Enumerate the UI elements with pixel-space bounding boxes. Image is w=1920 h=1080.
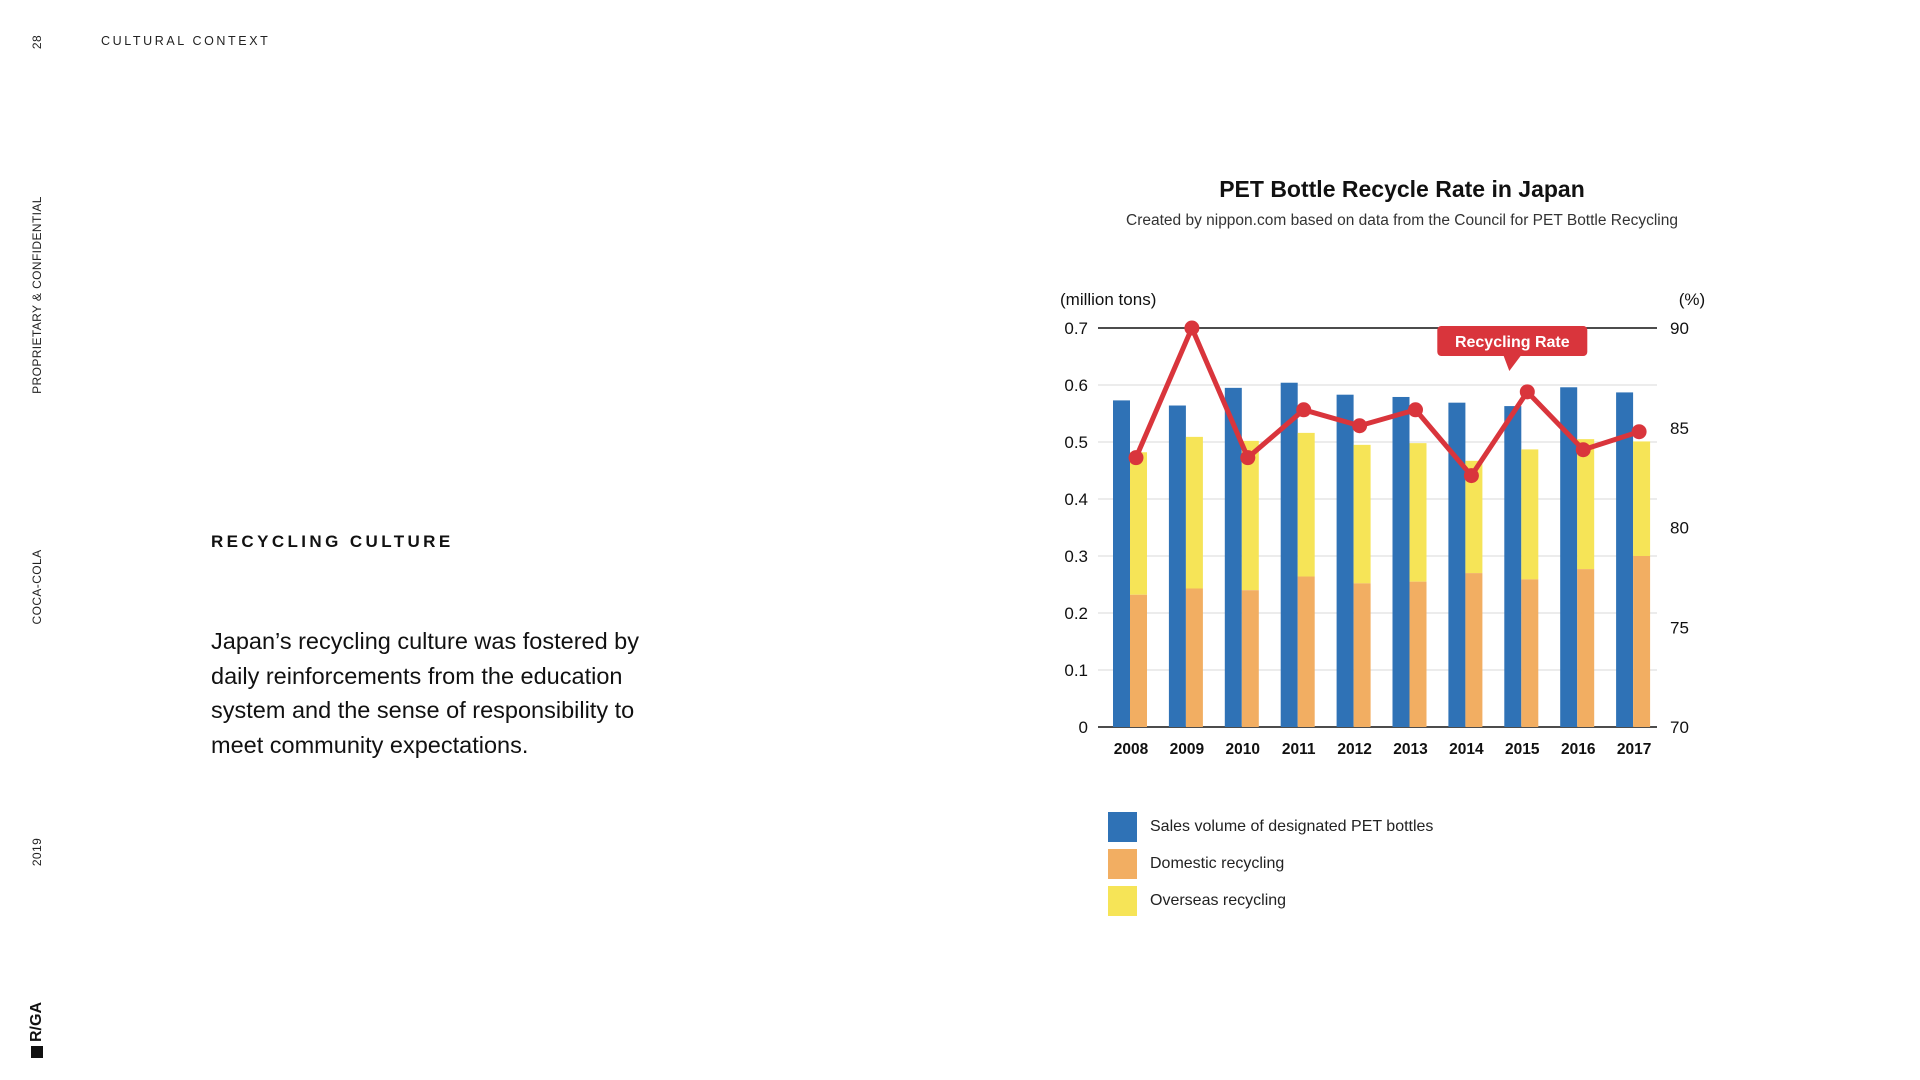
legend-item: Domestic recycling: [1108, 845, 1433, 882]
domestic-bar: [1409, 581, 1427, 727]
subheading: RECYCLING CULTURE: [211, 532, 454, 551]
page-number: 28: [30, 34, 44, 50]
sales-bar: [1504, 406, 1522, 727]
legend-label: Domestic recycling: [1150, 854, 1285, 872]
chart-title: PET Bottle Recycle Rate in Japan: [1219, 176, 1585, 202]
sales-bar: [1392, 396, 1410, 727]
legend-label: Sales volume of designated PET bottles: [1150, 817, 1434, 835]
overseas-bar: [1409, 443, 1427, 582]
overseas-bar: [1465, 460, 1483, 574]
chart-subtitle: Created by nippon.com based on data from…: [1126, 212, 1678, 229]
x-tick-label: 2015: [1505, 741, 1540, 758]
sales-bar: [1448, 402, 1466, 727]
y-axis-label: (million tons): [1060, 290, 1156, 309]
y-tick-label: 0.4: [1064, 490, 1088, 509]
legend-item: Overseas recycling: [1108, 882, 1433, 919]
client-label: COCA-COLA: [30, 549, 44, 625]
year-label: 2019: [30, 837, 44, 867]
confidentiality-label: PROPRIETARY & CONFIDENTIAL: [30, 196, 44, 394]
overseas-bar: [1185, 436, 1203, 589]
y2-tick-label: 75: [1670, 618, 1689, 637]
overseas-bar: [1130, 452, 1147, 595]
logo-square-icon: [31, 1046, 43, 1058]
section-title: CULTURAL CONTEXT: [101, 34, 271, 48]
x-tick-label: 2014: [1449, 741, 1484, 758]
logo-text: R/GA: [28, 1002, 45, 1042]
sales-bar: [1280, 382, 1298, 727]
recycling-rate-point: [1240, 450, 1256, 466]
x-tick-label: 2008: [1114, 741, 1149, 758]
x-tick-label: 2011: [1282, 741, 1316, 758]
y2-tick-label: 70: [1670, 718, 1689, 737]
overseas-bar: [1353, 444, 1371, 584]
recycling-rate-point: [1128, 450, 1144, 466]
domestic-bar: [1465, 573, 1483, 727]
x-tick-label: 2012: [1337, 741, 1371, 758]
x-tick-label: 2010: [1226, 741, 1260, 758]
overseas-bar: [1241, 440, 1259, 591]
recycle-rate-chart: 0 0.1 0.2 0.3 0.4 0.5 0.6 0.7 70 75 80 85 90 (million…: [1060, 290, 1705, 758]
recycling-rate-point: [1408, 402, 1423, 418]
chart-legend: Sales volume of designated PET bottles Do…: [1108, 808, 1433, 919]
y2-axis-label: (%): [1679, 290, 1705, 309]
annotation-pointer: [1503, 355, 1522, 371]
x-tick-label: 2016: [1561, 741, 1596, 758]
y2-tick-label: 80: [1670, 519, 1689, 538]
domestic-bar: [1577, 569, 1595, 727]
overseas-bar: [1521, 449, 1539, 580]
overseas-bar: [1633, 441, 1651, 556]
recycling-rate-point: [1352, 418, 1368, 434]
sales-bar: [1224, 387, 1242, 727]
domestic-bar: [1185, 588, 1203, 727]
recycling-rate-point: [1631, 424, 1647, 440]
y-tick-label: 0.1: [1064, 661, 1088, 680]
y-tick-label: 0.6: [1064, 376, 1088, 395]
overseas-bar: [1577, 439, 1595, 570]
recycling-rate-point: [1463, 468, 1479, 484]
domestic-bar: [1633, 556, 1651, 727]
y2-tick-label: 90: [1670, 319, 1689, 338]
domestic-bar: [1353, 583, 1371, 727]
annotation-label: Recycling Rate: [1455, 334, 1570, 351]
domestic-bar: [1297, 576, 1315, 727]
legend-swatch: [1108, 811, 1137, 842]
recycling-rate-line: [1133, 325, 1640, 479]
y-tick-label: 0.2: [1064, 604, 1088, 623]
rga-logo: R/GA: [28, 1002, 46, 1058]
x-tick-label: 2017: [1617, 741, 1651, 758]
recycling-rate-point: [1519, 384, 1535, 400]
sales-bar: [1168, 405, 1186, 727]
recycling-rate-point: [1575, 442, 1591, 458]
domestic-bar: [1241, 590, 1259, 727]
domestic-bar: [1521, 579, 1539, 727]
sales-bar: [1336, 394, 1354, 727]
y-tick-label: 0: [1079, 718, 1088, 737]
recycling-rate-point: [1184, 320, 1200, 336]
legend-swatch: [1108, 848, 1137, 879]
x-tick-label: 2013: [1393, 741, 1428, 758]
annotation-box: [1437, 326, 1588, 356]
sales-bar: [1616, 392, 1634, 727]
sales-bar: [1560, 387, 1578, 727]
sales-bar: [1113, 400, 1130, 727]
y-tick-label: 0.5: [1064, 433, 1088, 452]
legend-item: Sales volume of designated PET bottles: [1108, 808, 1433, 845]
recycling-rate-point: [1296, 402, 1312, 418]
domestic-bar: [1130, 594, 1147, 727]
body-paragraph: Japan’s recycling culture was fostered b…: [211, 628, 640, 758]
legend-label: Overseas recycling: [1150, 891, 1287, 909]
y-tick-label: 0.7: [1064, 319, 1088, 338]
y2-tick-label: 85: [1670, 419, 1689, 438]
overseas-bar: [1297, 432, 1315, 577]
y-tick-label: 0.3: [1064, 547, 1088, 566]
legend-swatch: [1108, 885, 1137, 916]
x-tick-label: 2009: [1170, 741, 1205, 758]
